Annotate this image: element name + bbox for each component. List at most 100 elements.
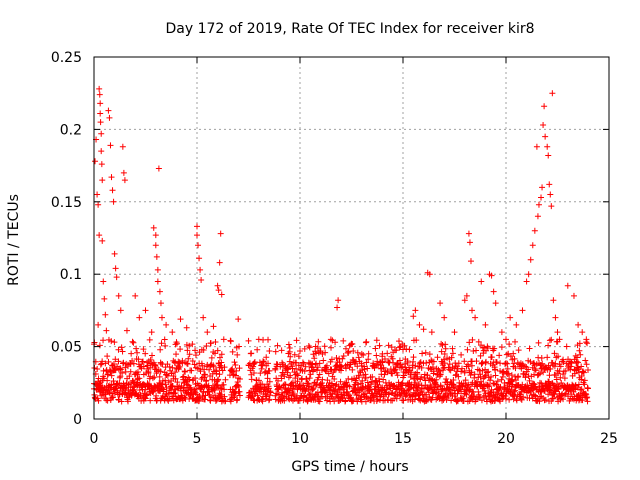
background-point [227,338,234,345]
background-point [345,348,352,355]
background-point [163,371,170,378]
background-point [563,343,570,350]
background-point [215,384,222,391]
data-point [218,291,225,298]
data-point [148,329,155,336]
background-point [185,355,192,362]
background-point [444,379,451,386]
background-point [333,354,340,361]
background-point [363,338,370,345]
background-point [299,359,306,366]
background-point [115,396,122,403]
background-point [544,354,551,361]
background-point [532,383,539,390]
data-point [441,314,448,321]
data-point [534,213,541,220]
background-point [236,376,243,383]
x-tick-label: 20 [497,431,515,447]
background-point [107,384,114,391]
background-point [95,375,102,382]
background-point [288,380,295,387]
data-point [115,292,122,299]
background-point [384,350,391,357]
background-point [293,337,300,344]
background-point [487,377,494,384]
background-point [293,365,300,372]
background-point [316,360,323,367]
background-point [473,347,480,354]
background-point [104,353,111,360]
background-point [245,337,252,344]
background-point [310,385,317,392]
data-point [482,321,489,328]
background-point [488,354,495,361]
background-point [433,376,440,383]
background-point [212,350,219,357]
data-point [469,307,476,314]
axis-tick-labels: 0 5 10 15 20 25 0 0.05 0.1 0.15 0.2 0.25 [51,50,618,447]
background-point [111,339,118,346]
background-point [414,375,421,382]
data-point [546,181,553,188]
background-point [423,359,430,366]
background-point [454,390,461,397]
data-point [108,174,115,181]
axis-ticks [93,56,610,420]
background-point [583,361,590,368]
background-point [578,363,585,370]
background-point [305,359,312,366]
background-point [182,368,189,375]
background-point [328,356,335,363]
data-point [105,107,112,114]
background-point [500,368,507,375]
background-point [254,392,261,399]
data-point [98,161,105,168]
background-point [126,373,133,380]
background-point [423,397,430,404]
background-point [304,380,311,387]
background-point [381,355,388,362]
data-point [96,232,103,239]
background-point [430,368,437,375]
background-point [179,357,186,364]
background-point [221,364,228,371]
data-point [547,191,554,198]
data-point [155,165,162,172]
data-point [513,321,520,328]
data-point [428,329,435,336]
data-point [106,114,113,121]
data-point [523,278,530,285]
background-point [314,364,321,371]
data-point [200,314,207,321]
background-point [331,376,338,383]
data-point [548,203,555,210]
background-point [393,395,400,402]
background-point [342,365,349,372]
background-point [346,383,353,390]
data-point [97,110,104,117]
background-point [118,398,125,405]
background-point [504,360,511,367]
background-point [417,397,424,404]
background-point [221,386,228,393]
data-point [334,304,341,311]
data-point [235,316,242,323]
background-point [547,365,554,372]
data-point [198,276,205,283]
background-point [229,348,236,355]
data-point [157,300,164,307]
background-point [203,342,210,349]
background-point [350,397,357,404]
background-point [328,344,335,351]
background-point [450,377,457,384]
background-point [134,369,141,376]
background-point [401,342,408,349]
background-point [406,346,413,353]
background-point [525,366,532,373]
data-point [503,336,509,343]
background-point [219,367,226,374]
data-point [564,282,571,289]
background-point [436,368,443,375]
data-point [123,327,130,334]
data-point [154,278,161,285]
